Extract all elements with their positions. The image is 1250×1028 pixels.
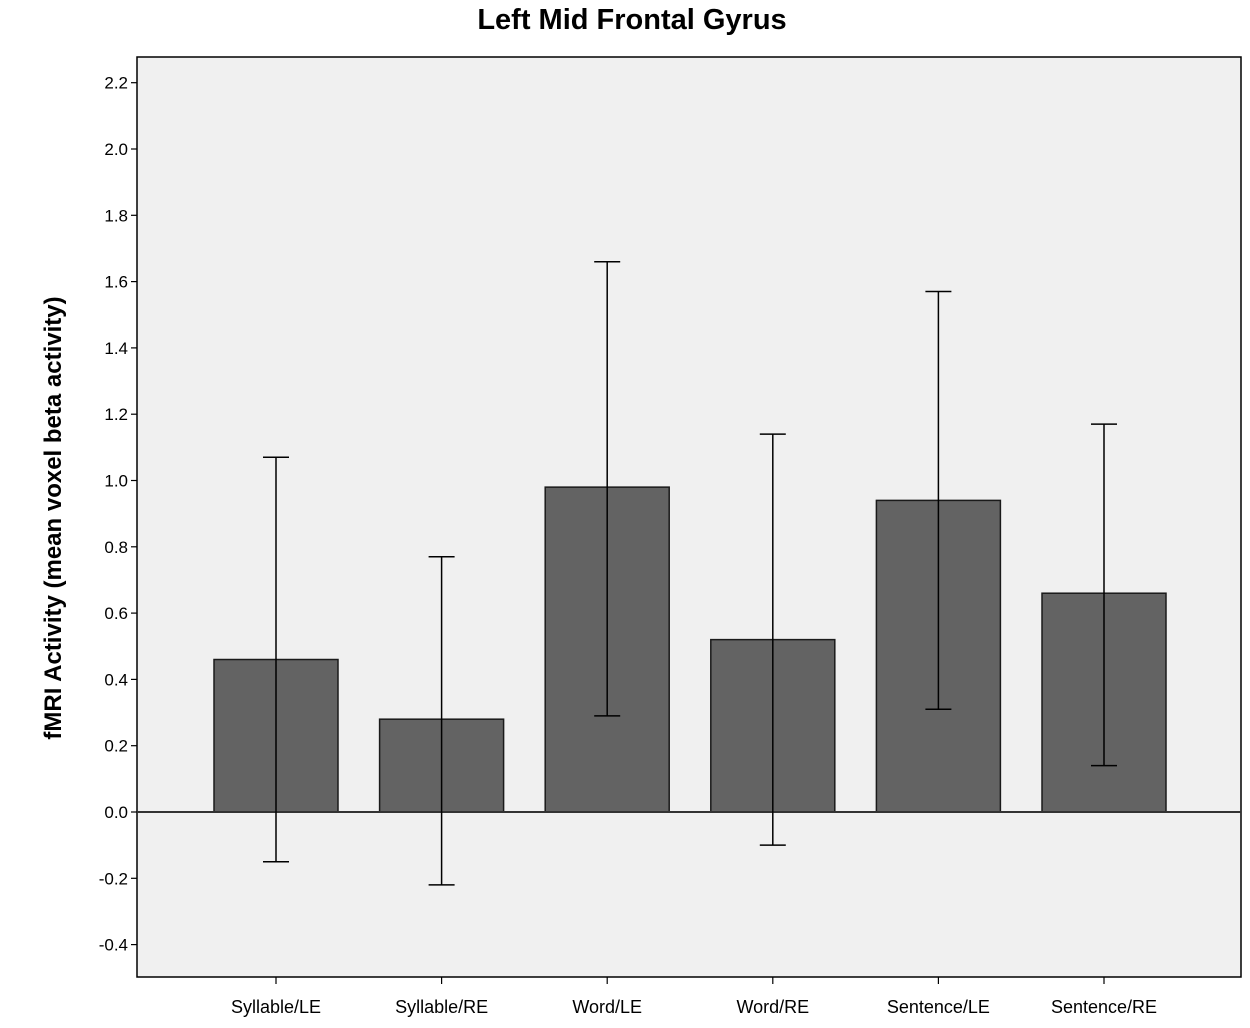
y-tick-label: 1.2: [104, 405, 128, 424]
plot-area: [136, 56, 1242, 978]
y-tick-label: 2.0: [104, 140, 128, 159]
y-tick-label: 1.8: [104, 206, 128, 225]
y-tick-label: 1.0: [104, 472, 128, 491]
y-tick-label: 2.2: [104, 74, 128, 93]
x-tick-label: Sentence/LE: [887, 997, 990, 1017]
y-tick-label: -0.2: [99, 869, 128, 888]
chart-title: Left Mid Frontal Gyrus: [477, 4, 787, 36]
x-tick-label: Sentence/RE: [1051, 997, 1157, 1017]
y-tick-label: 0.8: [104, 538, 128, 557]
y-tick-label: 0.2: [104, 737, 128, 756]
y-tick-label: 1.4: [104, 339, 128, 358]
y-tick-label: -0.4: [99, 936, 128, 955]
x-tick-label: Word/LE: [572, 997, 642, 1017]
x-tick-label: Syllable/RE: [395, 997, 488, 1017]
x-tick-label: Syllable/LE: [231, 997, 321, 1017]
y-tick-label: 0.0: [104, 803, 128, 822]
y-tick-label: 0.6: [104, 604, 128, 623]
x-tick-label: Word/RE: [736, 997, 809, 1017]
y-tick-label: 0.4: [104, 670, 128, 689]
y-tick-label: 1.6: [104, 273, 128, 292]
